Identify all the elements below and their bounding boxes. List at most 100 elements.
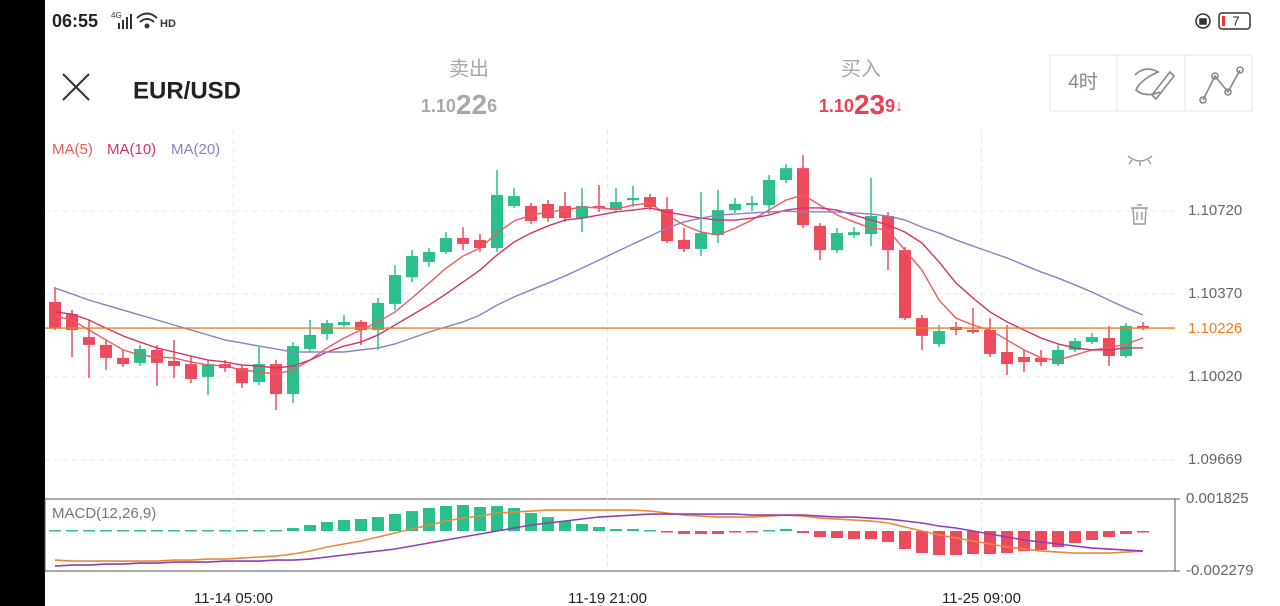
draw-tool-button[interactable] <box>1134 68 1176 101</box>
close-button[interactable] <box>62 73 90 101</box>
y-tick-label: 1.09669 <box>1188 451 1242 468</box>
sell-tail: 6 <box>487 96 497 116</box>
candle-body <box>678 239 690 249</box>
macd-bar <box>610 529 622 532</box>
macd-line <box>54 509 1144 562</box>
macd-bar <box>1086 531 1098 541</box>
sell-price[interactable]: 1.10226 <box>421 89 497 120</box>
macd-bar <box>185 530 197 532</box>
candle-body <box>525 206 537 221</box>
macd-bar <box>321 522 333 532</box>
macd-bar <box>848 531 860 540</box>
macd-bar <box>168 530 180 532</box>
macd-bar <box>865 531 877 540</box>
candle-body <box>66 314 78 330</box>
macd-bar <box>729 531 741 533</box>
macd-bar <box>814 531 826 538</box>
macd-bar <box>661 531 673 533</box>
symbol: EUR/USD <box>133 77 241 104</box>
y-tick-label: 1.10720 <box>1188 202 1242 219</box>
sell-label: 卖出 <box>449 57 489 80</box>
macd-bar <box>1035 531 1047 551</box>
candle-body <box>763 179 775 206</box>
candle-body <box>270 364 282 394</box>
macd-bar <box>270 530 282 532</box>
buy-tail: 9 <box>885 96 895 116</box>
candle-body <box>1086 337 1098 343</box>
macd-bar <box>406 511 418 532</box>
macd-bar <box>474 507 486 532</box>
macd-line <box>54 513 1144 567</box>
macd-bar <box>593 527 605 532</box>
macd-bar <box>338 520 350 532</box>
hd-badge: HD <box>160 18 176 30</box>
candle-body <box>185 364 197 380</box>
candle-body <box>508 196 520 207</box>
macd-bar <box>100 530 112 532</box>
y-tick-label: 1.10370 <box>1188 285 1242 302</box>
macd-bar <box>253 530 265 532</box>
macd-bar <box>559 521 571 532</box>
macd-bar <box>287 528 299 532</box>
candle-body <box>882 216 894 251</box>
current-price-label: 1.10226 <box>1188 320 1242 337</box>
candle-body <box>848 232 860 235</box>
macd-bar <box>49 530 61 532</box>
macd-bar <box>967 531 979 555</box>
macd-bar <box>950 531 962 556</box>
candle-body <box>984 329 996 354</box>
macd-bar <box>644 530 656 532</box>
candle-body <box>457 238 469 244</box>
screen-edge <box>0 0 45 606</box>
x-tick-label: 11-19 21:00 <box>568 590 647 606</box>
candle-body <box>542 203 554 219</box>
macd-bar <box>542 517 554 532</box>
candle-body <box>933 330 945 344</box>
macd-bar <box>1137 531 1149 533</box>
indicator-button[interactable] <box>1199 66 1244 104</box>
macd-bar <box>491 506 503 532</box>
legend-entry: MA(20) <box>171 141 220 158</box>
candle-body <box>593 206 605 208</box>
macd-panel <box>44 498 1176 572</box>
hide-icon[interactable] <box>1127 155 1153 166</box>
macd-bar <box>984 531 996 555</box>
candle-body <box>814 225 826 251</box>
candle-body <box>423 252 435 262</box>
candle-body <box>899 250 911 319</box>
status-time: 06:55 <box>52 11 98 31</box>
candle-body <box>1018 356 1030 362</box>
candle-body <box>695 233 707 249</box>
candle-body <box>253 364 265 383</box>
macd-bar <box>134 530 146 532</box>
macd-bar <box>423 508 435 532</box>
candle-body <box>729 203 741 211</box>
ma-line <box>54 207 1143 369</box>
sell-pips: 22 <box>456 89 487 120</box>
candle-body <box>338 321 350 325</box>
timeframe-button[interactable]: 4时 <box>1068 71 1098 93</box>
macd-bar <box>525 513 537 532</box>
candle-body <box>491 194 503 248</box>
legend-entry: MA(10) <box>107 141 156 158</box>
delete-icon[interactable] <box>1131 204 1148 225</box>
macd-bar <box>440 506 452 532</box>
candle-body <box>202 364 214 377</box>
macd-bar <box>151 530 163 532</box>
macd-bar <box>695 531 707 535</box>
buy-price[interactable]: 1.10239↓ <box>819 89 903 120</box>
battery-text: 7 <box>1232 13 1239 28</box>
candle-body <box>406 256 418 278</box>
macd-bar <box>389 514 401 532</box>
macd-bar <box>763 530 775 532</box>
macd-bar <box>678 531 690 535</box>
candle-body <box>661 209 673 242</box>
network-type: 4G <box>111 11 122 20</box>
macd-bar <box>219 530 231 532</box>
legend-entry: MA(5) <box>52 141 93 158</box>
y-tick-label: 0.001825 <box>1186 490 1249 507</box>
sell-head: 1.10 <box>421 96 456 116</box>
macd-bar <box>83 530 95 532</box>
